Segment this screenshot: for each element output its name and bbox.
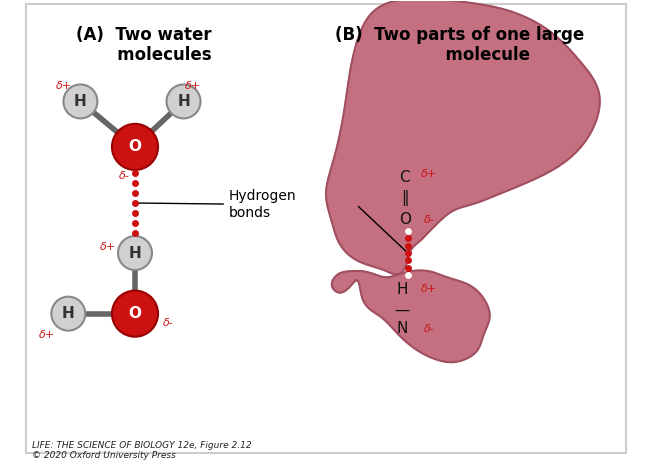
Text: H: H <box>62 306 75 321</box>
Text: H: H <box>128 246 141 260</box>
Text: δ+: δ+ <box>185 81 201 91</box>
Circle shape <box>166 85 200 119</box>
Circle shape <box>112 124 158 170</box>
Text: H: H <box>74 94 87 109</box>
Text: δ-: δ- <box>163 318 173 328</box>
Text: (B)  Two parts of one large
          molecule: (B) Two parts of one large molecule <box>334 26 584 65</box>
Circle shape <box>63 85 97 119</box>
Circle shape <box>118 236 152 270</box>
Text: δ+: δ+ <box>421 169 437 179</box>
Text: δ-: δ- <box>424 215 434 225</box>
Text: δ+: δ+ <box>421 285 437 294</box>
Text: δ-: δ- <box>424 324 434 334</box>
Circle shape <box>52 297 85 331</box>
Polygon shape <box>332 271 490 362</box>
FancyBboxPatch shape <box>26 5 626 453</box>
Text: δ+: δ+ <box>55 81 72 91</box>
Text: O: O <box>399 212 411 227</box>
Text: —: — <box>394 303 409 318</box>
Text: (A)  Two water
       molecules: (A) Two water molecules <box>76 26 212 65</box>
Text: LIFE: THE SCIENCE OF BIOLOGY 12e, Figure 2.12
© 2020 Oxford University Press: LIFE: THE SCIENCE OF BIOLOGY 12e, Figure… <box>32 441 252 460</box>
Text: δ+: δ+ <box>39 330 55 340</box>
Polygon shape <box>326 0 600 274</box>
Text: O: O <box>128 306 141 321</box>
Text: N: N <box>396 321 408 336</box>
Text: δ-: δ- <box>119 171 130 181</box>
Text: ‖: ‖ <box>401 191 409 206</box>
Text: O: O <box>128 140 141 154</box>
Text: H: H <box>396 282 408 297</box>
Circle shape <box>112 291 158 337</box>
Text: Hydrogen
bonds: Hydrogen bonds <box>138 189 297 219</box>
Text: δ+: δ+ <box>100 242 116 252</box>
Text: C: C <box>400 170 410 185</box>
Text: H: H <box>177 94 190 109</box>
